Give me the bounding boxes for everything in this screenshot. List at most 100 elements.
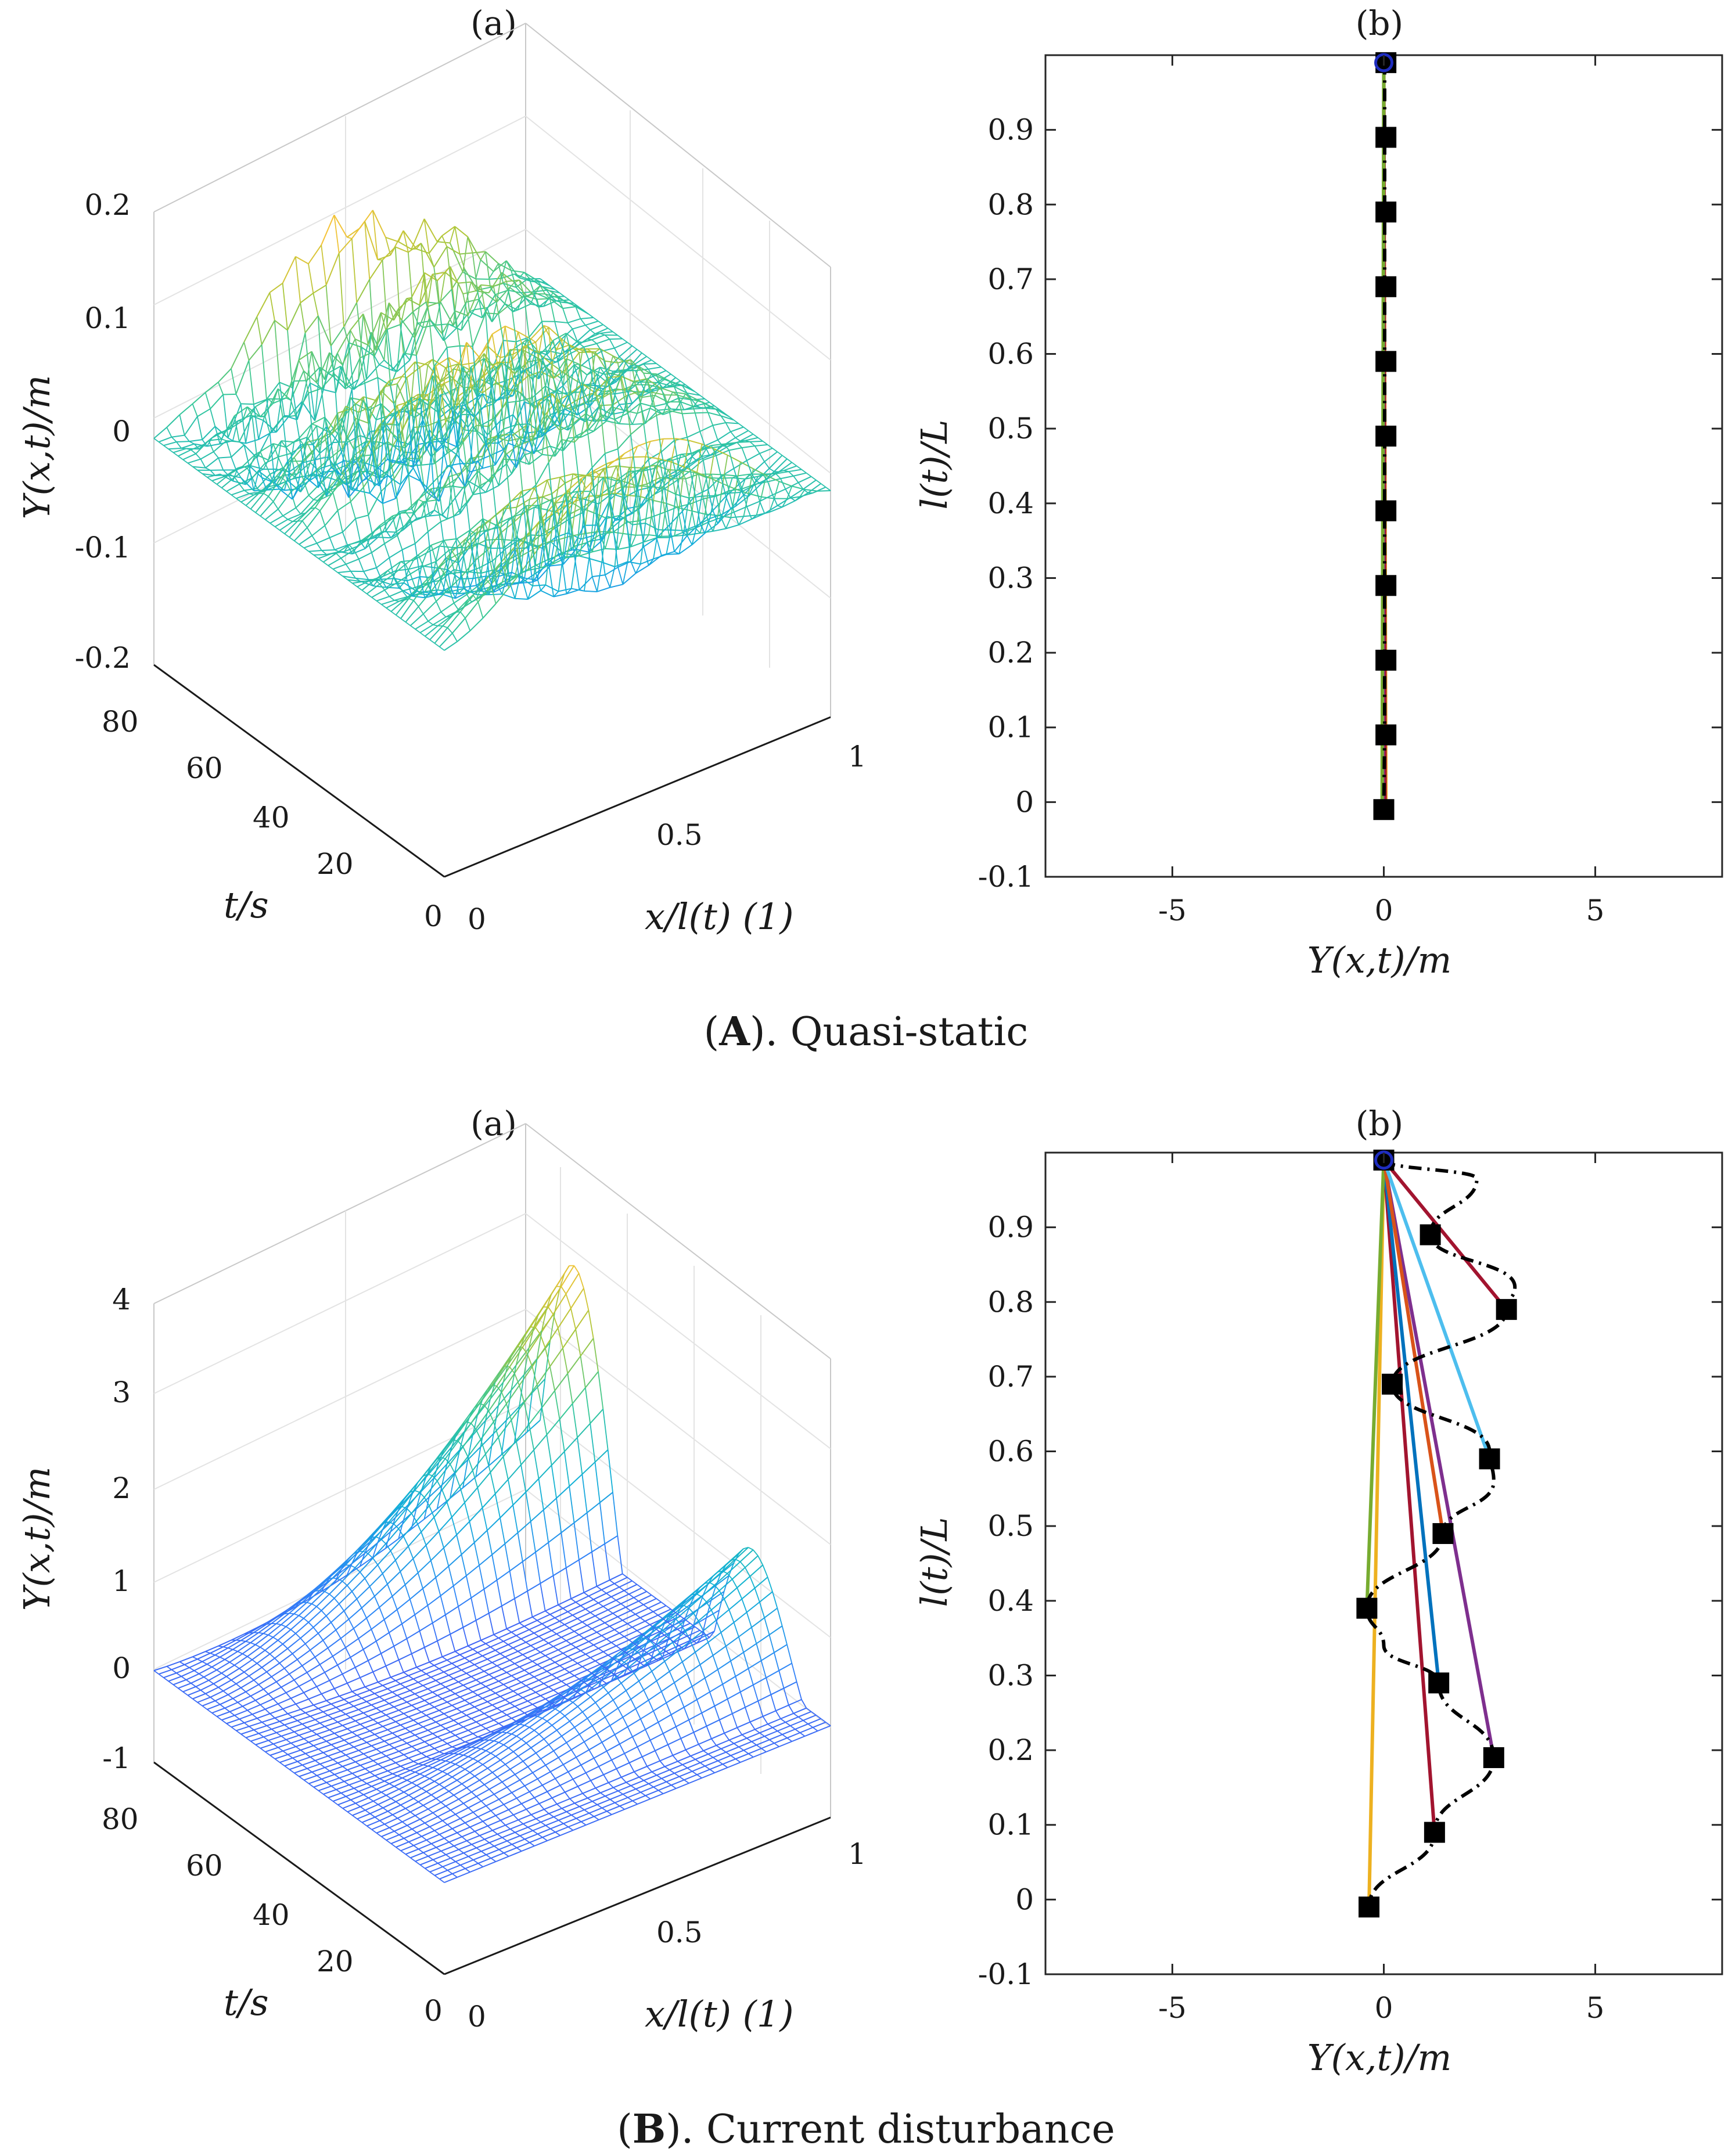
surface-segment	[564, 296, 570, 301]
surface-segment	[419, 591, 425, 595]
surface-segment	[393, 1638, 407, 1647]
surface-segment	[222, 1683, 236, 1691]
surface-segment	[311, 535, 318, 544]
surface-segment	[576, 435, 581, 438]
surface-segment	[409, 574, 416, 588]
surface-segment	[717, 514, 731, 519]
surface-segment	[168, 447, 182, 450]
surface-segment	[419, 367, 425, 418]
surface-segment	[459, 252, 473, 255]
surface-segment	[573, 473, 578, 477]
surface-segment	[272, 501, 279, 510]
surface-segment	[583, 1632, 597, 1639]
surface-segment	[645, 486, 651, 524]
surface-segment	[556, 527, 562, 557]
surface-segment	[678, 544, 693, 555]
surface-segment	[500, 532, 506, 562]
surface-segment	[284, 520, 298, 534]
surface-segment	[484, 588, 490, 595]
surface-segment	[342, 1761, 356, 1768]
surface-segment	[666, 553, 680, 555]
surface-segment	[240, 477, 246, 485]
surface-segment	[680, 401, 694, 408]
surface-segment	[408, 1670, 422, 1676]
surface-segment	[609, 1573, 623, 1581]
surface-segment	[400, 1678, 414, 1685]
surface-segment	[558, 402, 564, 451]
surface-segment	[420, 593, 433, 596]
surface-segment	[383, 415, 390, 422]
surface-segment	[480, 251, 486, 260]
surface-segment	[329, 1725, 343, 1731]
surface-segment	[566, 1634, 580, 1642]
surface-segment	[674, 535, 688, 552]
surface-segment	[722, 445, 728, 448]
surface-segment	[716, 496, 722, 518]
surface-segment	[314, 367, 321, 421]
surface-segment	[335, 470, 342, 476]
surface-segment	[603, 477, 609, 489]
surface-segment	[745, 437, 759, 441]
surface-segment	[490, 429, 504, 442]
surface-segment	[751, 461, 765, 474]
surface-segment	[379, 359, 385, 365]
surface-segment	[567, 395, 573, 409]
surface-segment	[301, 401, 315, 422]
surface-segment	[348, 343, 354, 390]
surface-segment	[443, 422, 450, 446]
surface-segment	[433, 495, 440, 502]
surface-segment	[473, 595, 479, 603]
surface-segment	[530, 357, 537, 404]
surface-segment	[372, 210, 379, 260]
surface-segment	[366, 1737, 380, 1743]
surface-segment	[473, 1529, 488, 1543]
surface-segment	[635, 563, 641, 574]
surface-segment	[580, 413, 587, 438]
surface-segment	[301, 520, 308, 528]
surface-segment	[364, 462, 371, 494]
surface-segment	[418, 1758, 432, 1765]
surface-segment	[598, 1642, 612, 1649]
surface-segment	[414, 1688, 428, 1695]
surface-segment	[330, 467, 336, 471]
surface-segment	[555, 1656, 569, 1663]
surface-segment	[500, 1690, 513, 1697]
surface-segment	[274, 319, 288, 331]
surface-segment	[506, 400, 520, 404]
surface-segment	[559, 477, 566, 484]
surface-segment	[443, 1708, 457, 1715]
surface-segment	[627, 561, 641, 565]
surface-segment	[530, 325, 544, 340]
surface-segment	[245, 1684, 259, 1693]
surface-segment	[445, 1681, 459, 1688]
surface-segment	[395, 474, 409, 499]
surface-segment	[332, 563, 346, 570]
surface-segment	[617, 546, 631, 550]
surface-segment	[495, 587, 509, 604]
surface-segment	[722, 492, 728, 514]
surface-segment	[391, 383, 398, 445]
surface-segment	[519, 541, 526, 577]
surface-segment	[578, 533, 585, 556]
surface-segment	[631, 490, 638, 514]
surface-segment	[447, 627, 453, 634]
surface-segment	[234, 1709, 248, 1716]
surface-segment	[231, 489, 245, 496]
surface-segment	[466, 572, 472, 593]
surface-segment	[672, 455, 686, 461]
surface-segment	[398, 582, 404, 589]
surface-segment	[424, 592, 430, 599]
surface-segment	[290, 444, 304, 454]
surface-segment	[428, 253, 435, 268]
surface-segment	[381, 599, 395, 605]
surface-segment	[295, 507, 301, 514]
surface-segment	[284, 1720, 298, 1726]
surface-segment	[576, 549, 590, 553]
surface-segment	[699, 424, 713, 432]
surface-segment	[477, 602, 484, 618]
surface-segment	[336, 553, 342, 559]
surface-segment	[401, 376, 407, 379]
surface-segment	[559, 423, 573, 431]
surface-segment	[350, 330, 356, 340]
surface-segment	[434, 546, 440, 568]
